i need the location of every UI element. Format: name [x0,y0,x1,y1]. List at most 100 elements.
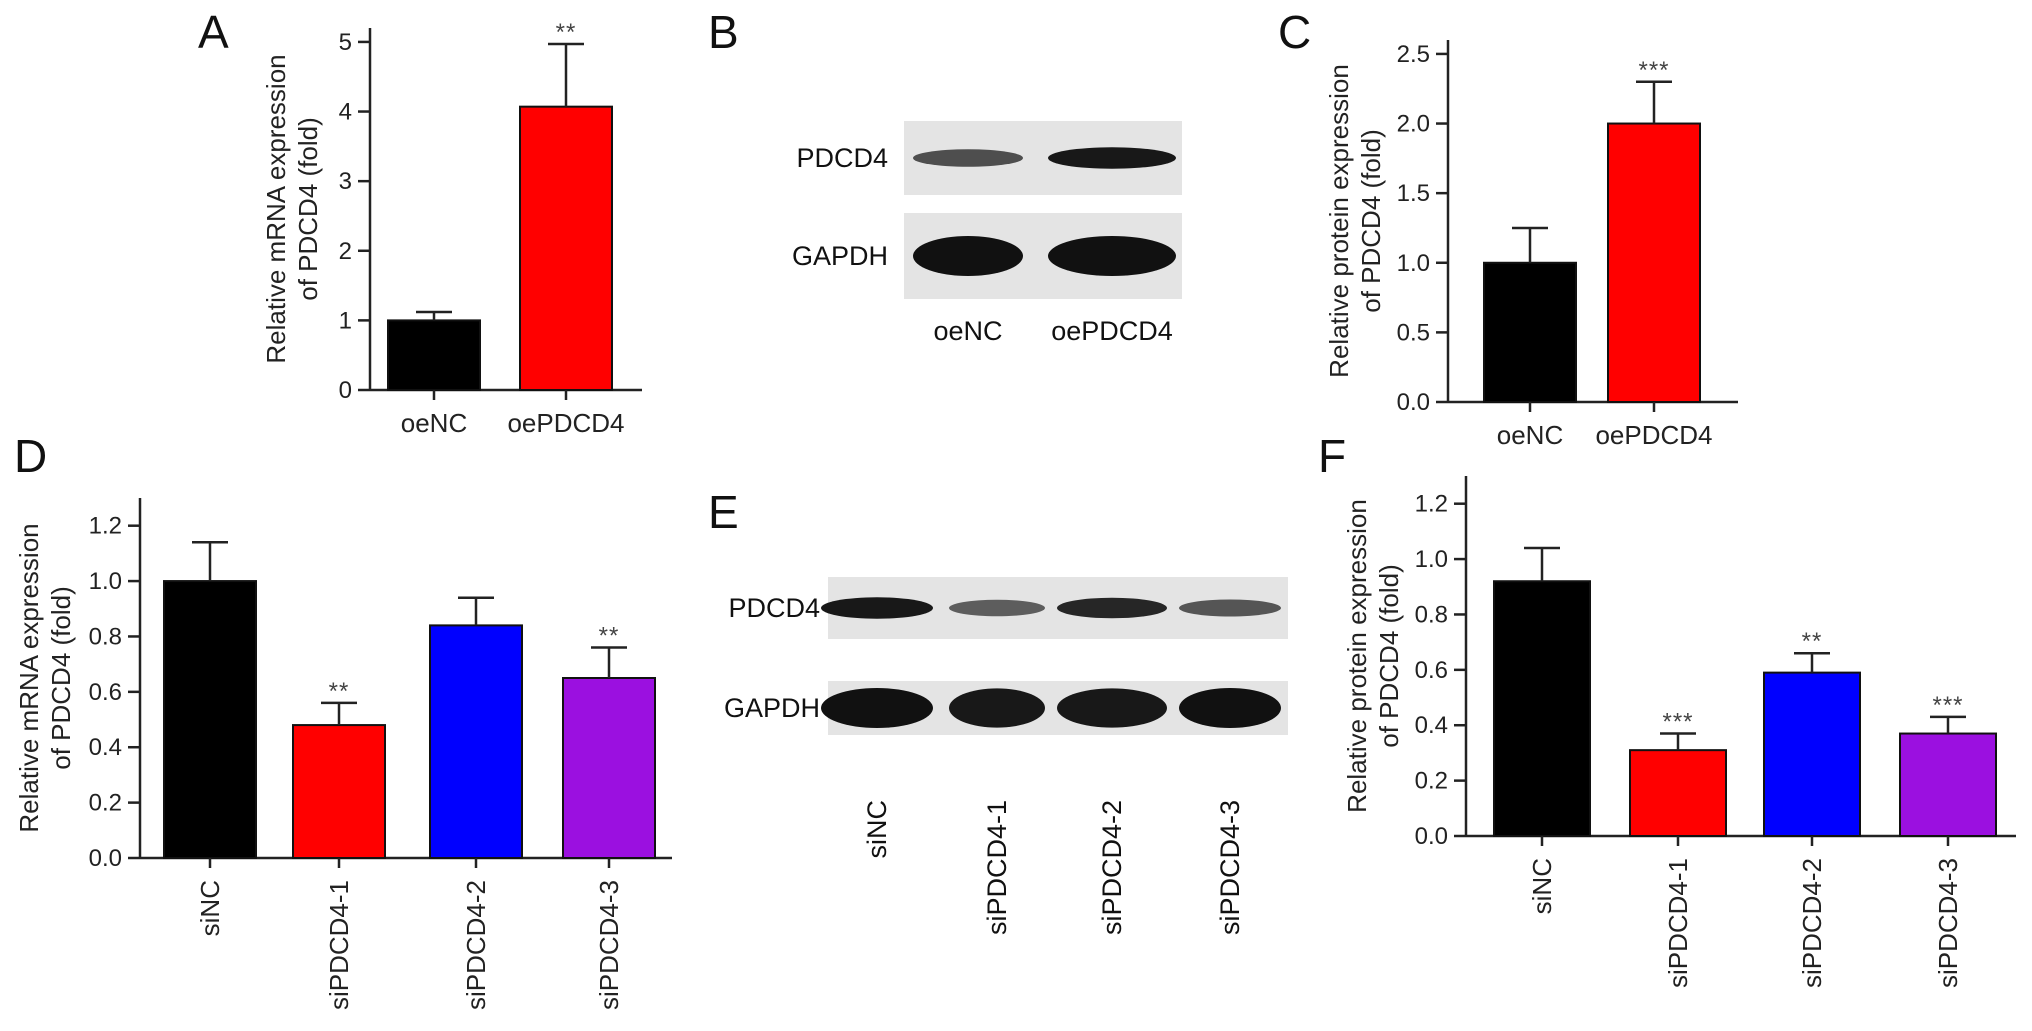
y-tick-label: 1.0 [1397,250,1430,277]
bar [1493,580,1591,837]
x-tick-label: siPDCD4-1 [324,880,354,1010]
y-axis-label: Relative protein expressionof PDCD4 (fol… [1342,499,1404,813]
bar [387,319,481,391]
y-axis-label-line: Relative mRNA expression [14,523,44,832]
y-axis-label-line: of PDCD4 (fold) [46,586,76,770]
panel-d: D 0.0 0.2 0.4 0.6 0.8 1.0 1.2 Relative mRNA expr… [14,430,672,1010]
significance-label: *** [1638,57,1669,84]
y-tick-label: 0.2 [89,790,122,817]
significance-label: ** [599,623,620,650]
y-tick-label: 0.0 [89,845,122,872]
x-tick-label: oePDCD4 [1595,420,1712,450]
panel-c: C 0.0 0.5 1.0 1.5 2.0 2.5 Relative protein expr… [1278,6,1738,450]
x-tick-label: oeNC [401,408,467,438]
y-tick-label: 0.0 [1415,823,1448,850]
significance-label: ** [1802,628,1823,655]
y-tick-label: 0.4 [89,734,122,761]
lane-label: siNC [862,800,892,859]
x-tick-label: siPDCD4-2 [1797,858,1827,988]
blot-row-label: PDCD4 [796,143,888,173]
y-tick-label: 0.4 [1415,712,1448,739]
panel-letter: E [708,486,739,538]
x-tick-label: siPDCD4-3 [1933,858,1963,988]
significance-label: *** [1662,709,1693,736]
x-tick-label: siPDCD4-3 [594,880,624,1010]
y-axis-label-line: Relative protein expression [1342,499,1372,813]
blot-band [913,236,1023,276]
blot-band [1179,599,1281,617]
y-tick-label: 2 [339,238,352,265]
panel-b: B PDCD4 GAPDH oeNC oePDCD4 [708,6,1182,346]
bar [292,724,386,859]
y-axis-label-line: Relative protein expression [1324,64,1354,378]
blot-band [1057,597,1167,619]
blot-band [913,149,1023,167]
blot-row-label: PDCD4 [728,593,820,623]
panel-letter: C [1278,6,1311,58]
y-tick-label: 2.0 [1397,111,1430,138]
bar [1483,261,1577,403]
blot-band [1057,688,1167,728]
y-tick-label: 1.5 [1397,180,1430,207]
y-tick-label: 1 [339,307,352,334]
panel-f: F 0.0 0.2 0.4 0.6 0.8 1.0 1.2 Relative protein e… [1318,430,2016,988]
bar [1607,122,1701,404]
y-tick-label: 1.0 [1415,546,1448,573]
bar [519,105,613,392]
y-tick-label: 0.6 [1415,657,1448,684]
y-axis-label: Relative protein expressionof PDCD4 (fol… [1324,64,1386,378]
blot-band [1048,147,1176,169]
y-tick-label: 0.6 [89,679,122,706]
lane-label: siPDCD4-2 [1097,800,1127,935]
y-axis-label: Relative mRNA expressionof PDCD4 (fold) [14,523,76,832]
blot-row-label: GAPDH [724,693,820,723]
y-tick-label: 0.8 [1415,601,1448,628]
lane-label: siPDCD4-1 [982,800,1012,935]
panel-a: A 0 1 2 3 4 5 Relative mRNA expressionof PDCD4 … [198,6,642,438]
blot-band [821,688,933,728]
panel-e: E PDCD4 GAPDH siNC siPDCD4-1 siPDCD4-2 siPDCD4… [708,486,1288,935]
bar [429,624,523,860]
panel-letter: D [14,430,47,482]
x-tick-label: siPDCD4-2 [461,880,491,1010]
y-tick-label: 0.2 [1415,768,1448,795]
lane-label: oeNC [933,316,1002,346]
significance-label: ** [329,678,350,705]
x-tick-label: siPDCD4-1 [1663,858,1693,988]
x-tick-label: oePDCD4 [507,408,624,438]
y-tick-label: 2.5 [1397,41,1430,68]
bar [1899,732,1997,837]
y-tick-label: 0.5 [1397,319,1430,346]
y-axis-label-line: of PDCD4 (fold) [293,117,323,301]
y-tick-label: 5 [339,29,352,56]
y-axis-label-line: of PDCD4 (fold) [1356,129,1386,313]
lane-label: oePDCD4 [1051,316,1173,346]
bar [562,677,656,859]
panel-letter: A [198,6,229,58]
y-tick-label: 1.2 [89,513,122,540]
significance-label: ** [556,19,577,46]
y-axis-label-line: Relative mRNA expression [261,54,291,363]
panel-letter: B [708,6,739,58]
bar [163,580,257,859]
lane-label: siPDCD4-3 [1215,800,1245,935]
x-tick-label: siNC [195,880,225,936]
blot-row-label: GAPDH [792,241,888,271]
blot-band [949,599,1045,617]
x-tick-label: oeNC [1497,420,1563,450]
y-axis-label-line: of PDCD4 (fold) [1374,564,1404,748]
blot-band [821,597,933,619]
blot-band [1048,236,1176,276]
y-tick-label: 0.0 [1397,389,1430,416]
y-axis-label: Relative mRNA expressionof PDCD4 (fold) [261,54,323,363]
bar [1629,749,1727,838]
blot-band [1179,688,1281,728]
y-tick-label: 3 [339,168,352,195]
significance-label: *** [1932,692,1963,719]
y-tick-label: 1.0 [89,568,122,595]
y-tick-label: 1.2 [1415,491,1448,518]
y-tick-label: 4 [339,99,352,126]
y-tick-label: 0.8 [89,623,122,650]
x-tick-label: siNC [1527,858,1557,914]
